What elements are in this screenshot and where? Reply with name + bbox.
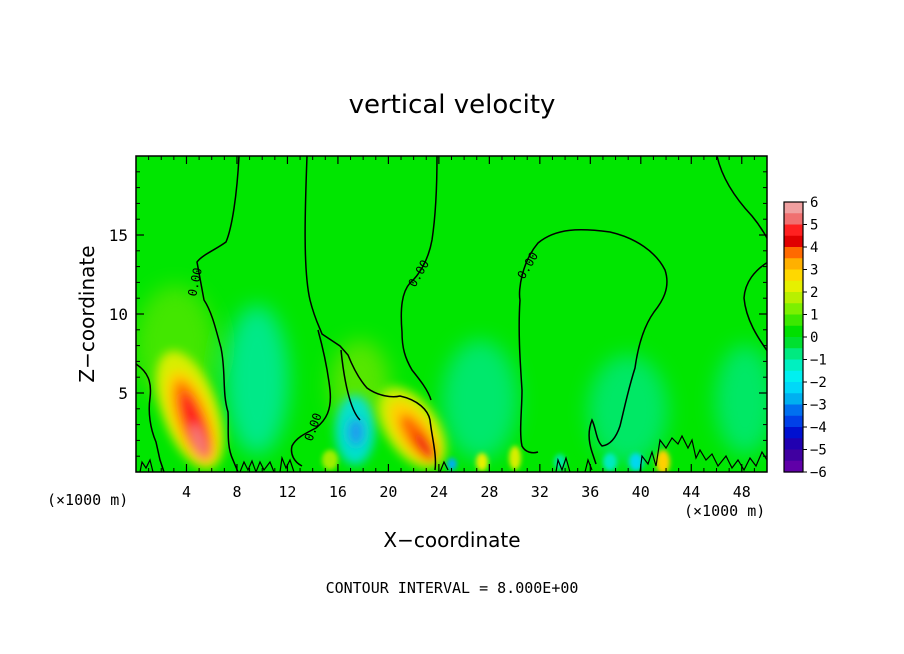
colorbar-tick-label: −2 <box>810 375 827 391</box>
y-tick-label: 15 <box>109 226 128 245</box>
contour-line-2 <box>304 156 437 471</box>
x-tick-label: 8 <box>232 483 241 501</box>
colorbar-swatch <box>784 235 803 248</box>
x-tick-label: 44 <box>682 483 700 501</box>
surface-cell-f <box>447 458 457 470</box>
contour-line-3 <box>400 156 438 401</box>
colorbar-swatch <box>784 438 803 451</box>
y-tick-label: 10 <box>109 305 128 324</box>
surface-cell-e <box>629 453 643 471</box>
faint-downdraft-edge <box>715 345 767 455</box>
colorbar-swatch <box>784 224 803 237</box>
colorbar-swatch <box>784 303 803 316</box>
updraft-plume-1 <box>156 350 224 470</box>
colorbar-tick-label: 4 <box>810 240 818 256</box>
x-tick-label: 24 <box>430 483 448 501</box>
colorbar-swatch <box>784 292 803 304</box>
x-axis-label: X−coordinate <box>383 528 520 552</box>
colorbar-swatch <box>784 213 803 226</box>
colorbar-tick-label: −5 <box>810 443 827 459</box>
colorbar-tick-label: 5 <box>810 218 818 234</box>
colorbar-tick-label: 6 <box>810 195 818 211</box>
contour-label-1: 0.00 <box>185 266 205 297</box>
y-tick-label: 5 <box>118 384 128 403</box>
x-unit-right: (×1000 m) <box>684 502 765 520</box>
x-tick-label: 4 <box>182 483 191 501</box>
updraft-plume-2-core <box>413 432 435 460</box>
colorbar-swatch <box>784 258 803 271</box>
colorbar-swatch <box>784 427 803 439</box>
contour-interval: CONTOUR INTERVAL = 8.000E+00 <box>326 579 579 597</box>
colorbar-swatch <box>784 393 803 406</box>
x-unit-left: (×1000 m) <box>47 491 128 509</box>
colorbar-swatch <box>784 337 803 349</box>
colorbar-swatch <box>784 449 803 462</box>
contour-wiggle-surface <box>139 434 767 472</box>
surface-cell-d <box>603 453 617 471</box>
x-tick-label: 16 <box>329 483 347 501</box>
contour-line-5 <box>518 228 668 465</box>
contour-line-4 <box>716 156 767 352</box>
updraft-plume-2 <box>378 387 446 469</box>
contour-line-8 <box>290 329 332 467</box>
colorbar-tick-label: 3 <box>810 263 818 279</box>
colorbar-tick-label: 0 <box>810 330 818 346</box>
y-axis-label: Z−coordinate <box>75 245 99 382</box>
colorbar-tick-label: −3 <box>810 398 827 414</box>
faint-downdraft-mid <box>442 340 518 460</box>
surface-cell-c <box>509 446 521 470</box>
colorbar: 6 5 4 3 2 1 0 −1 −2 −3 −4 −5 −6 <box>783 195 827 481</box>
colorbar-swatch <box>784 404 803 417</box>
colorbar-swatch <box>784 415 803 428</box>
contour-line-7 <box>136 363 165 472</box>
colorbar-tick-label: 1 <box>810 308 818 324</box>
surface-cell-a <box>656 450 670 472</box>
chart-title: vertical velocity <box>349 90 556 120</box>
colorbar-tick-label: −1 <box>810 353 827 369</box>
faint-downdraft-left <box>225 305 289 455</box>
surface-cell-g <box>322 450 338 470</box>
x-tick-label: 20 <box>379 483 397 501</box>
colorbar-swatch <box>784 202 803 214</box>
x-axis: 4 8 12 16 20 24 28 32 36 40 44 48 <box>148 156 755 501</box>
plot-area: 0.00 0.00 0.00 0.00 <box>136 156 767 472</box>
colorbar-swatch <box>784 370 803 383</box>
contour-line-1 <box>196 156 240 472</box>
colorbar-swatch <box>784 247 803 259</box>
colorbar-swatch <box>784 382 803 394</box>
x-tick-label: 32 <box>531 483 549 501</box>
contour-line-6 <box>518 299 539 454</box>
colorbar-tick-label: −6 <box>810 465 827 481</box>
faint-downdraft-right <box>588 355 668 465</box>
x-tick-label: 36 <box>581 483 599 501</box>
x-tick-label: 48 <box>733 483 751 501</box>
colorbar-swatch <box>784 314 803 327</box>
contour-line-9 <box>340 349 361 421</box>
x-tick-label: 40 <box>632 483 650 501</box>
contours <box>136 156 767 472</box>
surface-cell-b <box>476 453 488 471</box>
x-tick-label: 12 <box>278 483 296 501</box>
colorbar-swatch <box>784 460 803 473</box>
colorbar-swatch <box>784 348 803 361</box>
x-tick-label: 28 <box>480 483 498 501</box>
colorbar-swatch <box>784 325 803 338</box>
colorbar-swatch <box>784 269 803 282</box>
updraft-plume-1-core <box>191 423 207 457</box>
colorbar-swatch <box>784 280 803 293</box>
colorbar-tick-label: 2 <box>810 285 818 301</box>
downdraft-core <box>348 418 364 446</box>
colorbar-tick-label: −4 <box>810 420 827 436</box>
y-axis: 5 10 15 <box>109 171 767 457</box>
colorbar-swatch <box>784 359 803 372</box>
